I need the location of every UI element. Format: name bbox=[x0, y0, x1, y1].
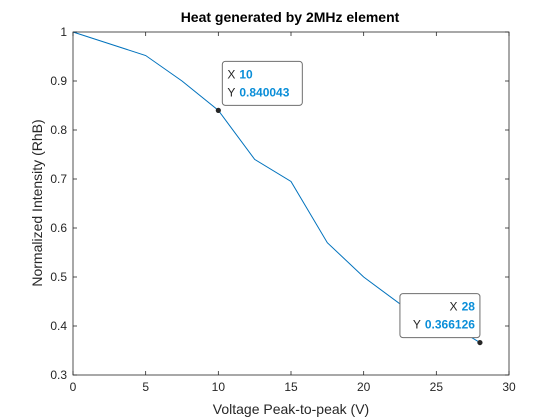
y-tick-label: 0.5 bbox=[50, 270, 67, 284]
datatip-x-key: X bbox=[450, 300, 458, 314]
datatip-y-key: Y bbox=[227, 85, 235, 99]
datatip-y-row: Y 0.840043 bbox=[227, 85, 289, 99]
x-tick-label: 5 bbox=[142, 380, 149, 394]
datatip-x-row: X 10 bbox=[227, 67, 253, 81]
datatip-x-key: X bbox=[227, 67, 235, 81]
y-axis-title: Normalized Intensity (RhB) bbox=[29, 119, 45, 286]
plot-area-frame bbox=[72, 31, 510, 376]
datatip-marker bbox=[215, 107, 221, 113]
y-tick-label: 0.6 bbox=[50, 221, 67, 235]
datatip-y-value: 0.366126 bbox=[425, 318, 475, 332]
y-tick-label: 0.9 bbox=[50, 74, 67, 88]
datatip-x-row: X 28 bbox=[450, 300, 476, 314]
y-tick-label: 1 bbox=[60, 25, 67, 39]
datatip-y-key: Y bbox=[413, 318, 421, 332]
x-tick-label: 0 bbox=[70, 380, 77, 394]
datatip-marker bbox=[477, 339, 483, 346]
y-tick-label: 0.4 bbox=[50, 319, 67, 333]
datatip-x-value: 28 bbox=[462, 300, 476, 314]
x-axis-title: Voltage Peak-to-peak (V) bbox=[213, 401, 369, 417]
x-tick-label: 20 bbox=[357, 380, 371, 394]
x-tick-label: 10 bbox=[212, 380, 226, 394]
y-tick-label: 0.3 bbox=[50, 368, 67, 382]
datatip-y-row: Y 0.366126 bbox=[413, 318, 475, 332]
x-tick-label: 25 bbox=[430, 380, 444, 394]
datatip-x-value: 10 bbox=[239, 67, 253, 81]
x-tick-label: 30 bbox=[502, 380, 516, 394]
chart-title: Heat generated by 2MHz element bbox=[181, 9, 400, 25]
datatip-box bbox=[399, 293, 481, 339]
y-tick-label: 0.7 bbox=[50, 172, 67, 186]
datatip-y-value: 0.840043 bbox=[239, 85, 289, 99]
y-tick-label: 0.8 bbox=[50, 123, 67, 137]
x-tick-label: 15 bbox=[284, 380, 298, 394]
datatip-box bbox=[221, 60, 303, 106]
